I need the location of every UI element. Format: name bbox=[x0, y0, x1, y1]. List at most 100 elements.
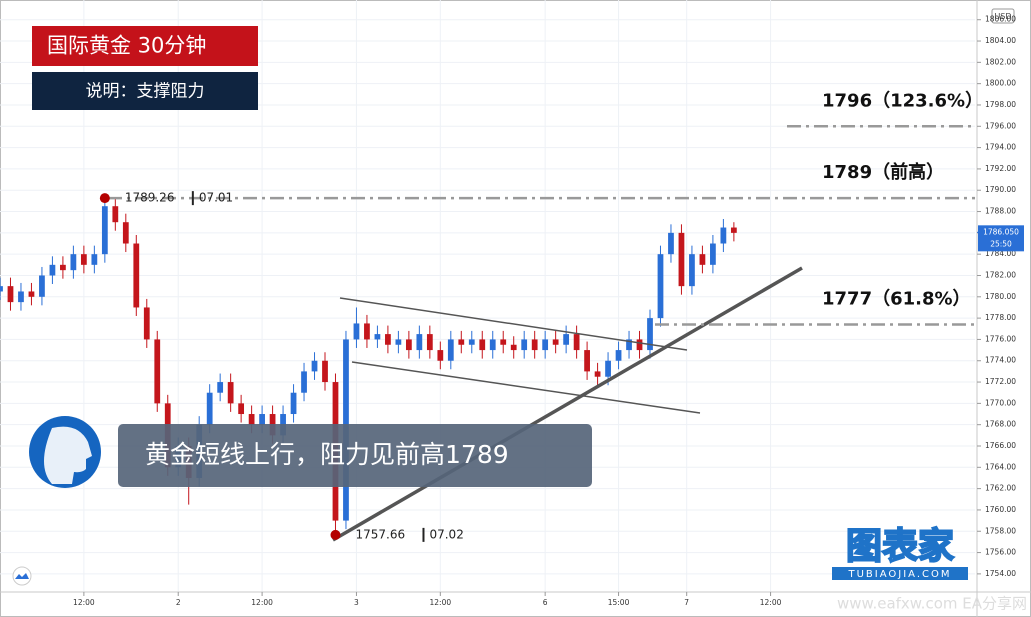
candle-body bbox=[133, 243, 140, 308]
candle-body bbox=[626, 339, 632, 351]
candle-body bbox=[647, 318, 653, 351]
candle-body bbox=[615, 350, 622, 361]
extreme-value: 1789.26 bbox=[125, 191, 175, 205]
candle-body bbox=[710, 243, 716, 265]
candle-body bbox=[238, 403, 245, 415]
channel-lower bbox=[351, 361, 701, 414]
candle-body bbox=[636, 339, 643, 351]
candle-body bbox=[730, 227, 737, 233]
watermark: 图表家 bbox=[846, 526, 954, 567]
level-label: 1777（61.8%） bbox=[822, 289, 971, 310]
y-tick-label: 1790.00 bbox=[985, 185, 1016, 194]
y-tick-label: 1768.00 bbox=[985, 420, 1016, 429]
candle-body bbox=[311, 360, 318, 372]
x-tick-label: 12:00 bbox=[430, 598, 452, 607]
candle-body bbox=[447, 339, 454, 361]
candle-body bbox=[122, 222, 129, 244]
candle-body bbox=[531, 339, 538, 351]
title: 国际黄金 30分钟 bbox=[47, 34, 206, 58]
x-tick-label: 15:00 bbox=[608, 598, 630, 607]
channel-upper bbox=[339, 297, 688, 351]
source-watermark: www.eafxw.com EA分享网 bbox=[837, 595, 1027, 613]
candle-body bbox=[217, 382, 224, 393]
candle-body bbox=[80, 254, 87, 265]
y-tick-label: 1780.00 bbox=[985, 292, 1016, 301]
candle-body bbox=[594, 371, 601, 377]
candle-body bbox=[584, 350, 590, 372]
y-tick-label: 1774.00 bbox=[985, 356, 1016, 365]
y-tick-label: 1770.00 bbox=[985, 398, 1016, 407]
x-tick-label: 3 bbox=[354, 598, 359, 607]
x-tick-label: 6 bbox=[543, 598, 548, 607]
candle-body bbox=[322, 360, 328, 383]
candle-body bbox=[154, 339, 161, 404]
extreme-date: 07.01 bbox=[199, 191, 233, 205]
candle-body bbox=[552, 339, 559, 345]
candle-body bbox=[49, 264, 56, 276]
candle-body bbox=[416, 334, 423, 351]
y-tick-label: 1806.00 bbox=[985, 15, 1016, 24]
candle-body bbox=[521, 339, 528, 351]
candle-body bbox=[70, 254, 77, 271]
y-tick-label: 1794.00 bbox=[985, 143, 1016, 152]
candle-body bbox=[39, 275, 45, 297]
x-tick-label: 12:00 bbox=[251, 598, 273, 607]
y-tick-label: 1758.00 bbox=[985, 526, 1016, 535]
candle-body bbox=[542, 339, 549, 351]
candle-body bbox=[405, 339, 412, 351]
x-tick-label: 7 bbox=[684, 598, 689, 607]
last-price: 1786.050 bbox=[983, 227, 1019, 236]
x-tick-label: 12:00 bbox=[760, 598, 782, 607]
y-tick-label: 1792.00 bbox=[985, 164, 1016, 173]
candle-body bbox=[437, 350, 444, 361]
candle-body bbox=[458, 339, 465, 345]
y-tick-label: 1776.00 bbox=[985, 334, 1016, 343]
candle-body bbox=[479, 339, 486, 351]
candle-body bbox=[489, 339, 496, 351]
watermark-url: TUBIAOJIA.COM bbox=[848, 569, 952, 580]
candle-body bbox=[689, 254, 695, 287]
y-tick-label: 1782.00 bbox=[985, 270, 1016, 279]
y-tick-label: 1764.00 bbox=[985, 462, 1016, 471]
candle-body bbox=[91, 254, 98, 265]
candle-body bbox=[500, 339, 507, 345]
candle-body bbox=[699, 254, 706, 265]
candle-body bbox=[290, 392, 297, 415]
candle-body bbox=[101, 206, 108, 255]
candle-body bbox=[206, 392, 213, 425]
y-tick-label: 1760.00 bbox=[985, 505, 1016, 514]
candle-body bbox=[18, 291, 24, 303]
y-tick-label: 1788.00 bbox=[985, 207, 1016, 216]
candle-body bbox=[563, 334, 570, 345]
subtitle: 说明：支撑阻力 bbox=[86, 82, 205, 102]
candle-body bbox=[28, 291, 35, 297]
tv-logo bbox=[12, 566, 32, 586]
candle-body bbox=[385, 334, 391, 345]
candle-body bbox=[605, 360, 611, 377]
candle-body bbox=[301, 371, 307, 393]
y-tick-label: 1762.00 bbox=[985, 484, 1016, 493]
logo-head bbox=[44, 426, 92, 484]
extreme-date: 07.02 bbox=[429, 527, 463, 541]
candle-body bbox=[678, 232, 685, 287]
extreme-value: 1757.66 bbox=[355, 527, 405, 541]
candle-body bbox=[426, 334, 433, 351]
candle-body bbox=[0, 286, 3, 292]
x-tick-label: 12:00 bbox=[73, 598, 95, 607]
candle-body bbox=[395, 339, 402, 345]
y-tick-label: 1754.00 bbox=[985, 569, 1016, 578]
candle-body bbox=[143, 307, 150, 340]
candle-body bbox=[573, 334, 580, 351]
candle-body bbox=[364, 323, 370, 340]
y-tick-label: 1804.00 bbox=[985, 36, 1016, 45]
candle-body bbox=[374, 334, 381, 340]
level-label: 1789（前高） bbox=[822, 161, 944, 183]
candle-body bbox=[657, 254, 664, 319]
candle-body bbox=[353, 323, 360, 340]
candle-body bbox=[668, 232, 674, 255]
candle-body bbox=[468, 339, 475, 345]
level-label: 1796（123.6%） bbox=[822, 90, 983, 111]
y-tick-label: 1766.00 bbox=[985, 441, 1016, 450]
y-tick-label: 1784.00 bbox=[985, 249, 1016, 258]
caption-box bbox=[118, 424, 592, 487]
